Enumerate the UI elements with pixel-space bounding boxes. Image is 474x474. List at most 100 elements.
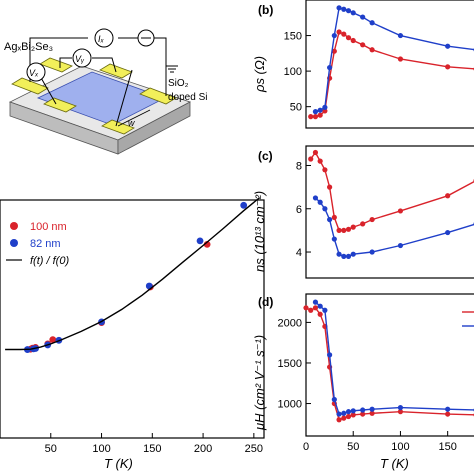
plot-frame [0,199,265,439]
y-axis-label: ns (10¹³ cm⁻²) [252,191,267,272]
series-group [308,149,474,259]
data-point [397,32,404,39]
data-point [369,47,375,53]
data-point [445,43,451,49]
data-point [196,237,204,245]
data-point [397,208,404,214]
x-tick-label: 100 [391,441,409,453]
data-point [331,396,337,403]
data-point [360,411,366,417]
film-label: AgₓBi₂Se₃ [4,41,53,53]
data-point [317,158,323,164]
contact-pad [39,57,73,73]
device-schematic: Vₓ Vᵧ Iₓ w AgₓBi₂Se₃ SiO₂ doped Si [4,28,207,155]
y-tick-label: 8 [296,160,302,172]
data-point [445,406,451,412]
substrate-label: doped Si [168,92,207,103]
x-tick-label: 200 [194,443,212,455]
contact-pad [139,87,177,105]
data-point [308,156,314,162]
y-tick-label: 6 [296,204,302,216]
data-point [336,417,342,423]
x-axis-label: T (K) [380,456,409,471]
panel-b: (b) ρs (Ω) 50 100 150 [252,0,474,129]
data-point [341,6,347,12]
legend: 100 nm 82 nm f(t) / f(0) [6,221,69,267]
data-point [350,10,356,16]
panel-label-b: (b) [258,3,273,17]
x-axis-label: T (K) [104,456,133,471]
data-point [369,406,375,412]
plot-frame [305,293,474,437]
data-point [331,32,337,39]
substrate-side [117,101,191,155]
legend-marker-100nm [10,222,18,230]
data-point [350,224,356,230]
tick-group: 0 50 100 150 1000 1500 2000 [278,317,457,453]
ground-icon [166,65,178,73]
y-tick-label: 1500 [278,358,302,370]
data-point [240,201,248,209]
legend-label-100nm: 100 nm [30,221,67,233]
probe-label-ix: Iₓ [98,34,105,44]
contact-pad [43,97,77,113]
data-point [322,108,328,114]
data-point [331,236,337,242]
series-group [308,5,474,120]
series-line [5,197,260,351]
y-tick-label: 2000 [278,317,302,329]
data-point [336,251,342,257]
data-point [369,249,375,255]
series-line [314,301,474,415]
x-tick-label: 100 [92,443,110,455]
data-point [360,407,366,413]
data-point [369,20,375,26]
data-point [350,408,356,414]
data-point [445,64,451,70]
probe-label-vx: Vₓ [29,68,39,78]
data-point [345,413,352,420]
data-point [331,214,337,221]
y-tick-label: 1000 [278,399,302,411]
panel-c: (c) ns (10¹³ cm⁻²) 4 6 8 [252,145,474,279]
panel-label-d: (d) [258,295,273,309]
y-axis-label: ρs (Ω) [252,56,267,93]
data-point [341,227,347,233]
probe-label-vy: Vᵧ [75,54,85,64]
data-point [312,299,319,305]
wire [39,69,133,127]
wire [59,57,117,73]
data-point [350,251,356,257]
data-point [312,109,319,115]
data-point [327,216,333,223]
data-point [369,216,375,223]
data-point [317,311,323,317]
data-point [317,107,323,113]
data-point [312,114,319,120]
data-point [345,226,352,232]
data-point [360,42,366,48]
data-point [445,193,451,199]
y-tick-label: 4 [296,247,302,259]
data-point [397,405,404,411]
data-point [336,227,342,233]
plot-frame [305,145,474,279]
data-point [341,410,347,416]
data-point [360,221,366,227]
data-point [312,149,319,156]
y-tick-label: 100 [284,66,302,78]
data-point [341,415,347,421]
x-tick-label: 0 [303,441,309,453]
contact-pad [11,77,49,95]
series-group [303,299,474,423]
voltmeter-x-icon [26,62,46,82]
data-point [322,307,328,313]
data-point [336,5,342,11]
legend-label-ft: f(t) / f(0) [30,255,69,267]
data-point [322,104,328,110]
contact-pad [101,119,135,135]
data-point [322,206,328,212]
data-point [317,199,323,205]
data-point [345,409,352,415]
